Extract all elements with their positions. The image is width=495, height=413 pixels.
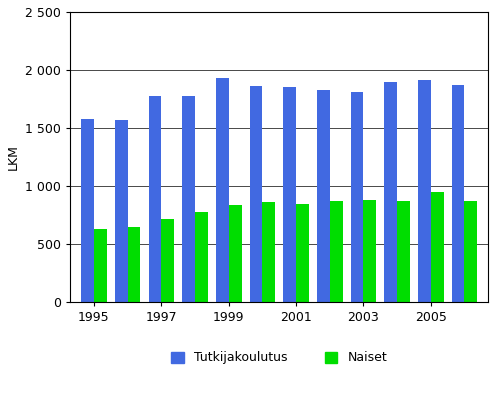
Bar: [397, 201, 410, 302]
Bar: [262, 202, 275, 302]
Bar: [384, 82, 397, 302]
Bar: [317, 90, 330, 302]
Bar: [283, 87, 296, 302]
Bar: [161, 219, 174, 302]
Bar: [216, 78, 229, 302]
Bar: [182, 96, 195, 302]
Bar: [296, 204, 309, 302]
Bar: [350, 92, 363, 302]
Bar: [128, 228, 141, 302]
Bar: [81, 119, 94, 302]
Bar: [363, 200, 376, 302]
Bar: [249, 86, 262, 302]
Bar: [451, 85, 464, 302]
Bar: [229, 205, 242, 302]
Bar: [418, 81, 431, 302]
Bar: [94, 229, 107, 302]
Bar: [115, 120, 128, 302]
Bar: [148, 96, 161, 302]
Legend: Tutkijakoulutus, Naiset: Tutkijakoulutus, Naiset: [166, 347, 392, 370]
Bar: [431, 192, 444, 302]
Y-axis label: LKM: LKM: [7, 144, 20, 170]
Bar: [330, 201, 343, 302]
Bar: [464, 201, 477, 302]
Bar: [195, 212, 208, 302]
